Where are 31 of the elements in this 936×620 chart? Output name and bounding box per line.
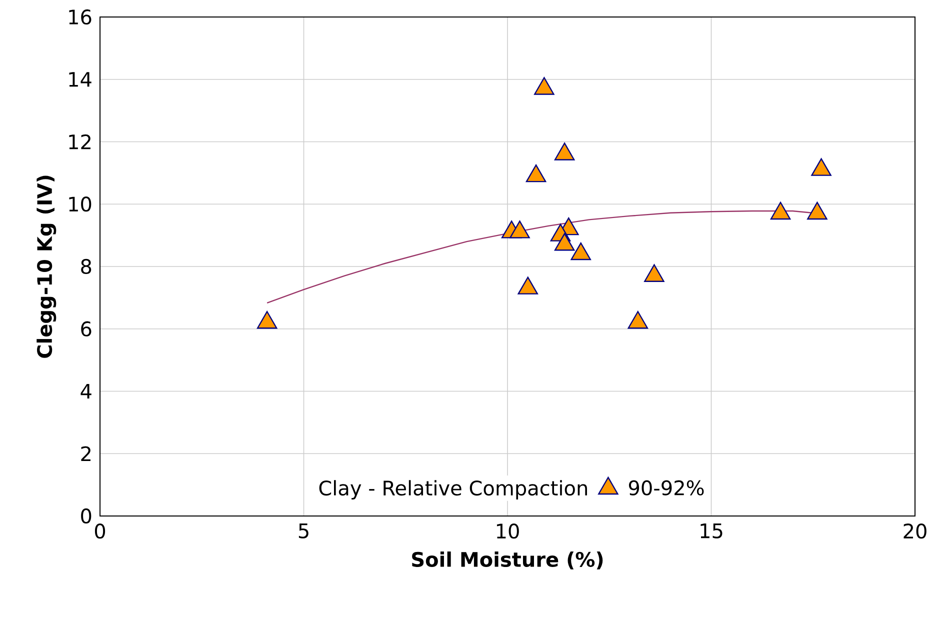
- point: [256, 311, 278, 329]
- y-tick-label: 16: [69, 9, 92, 25]
- point: [510, 220, 530, 238]
- x-tick-label: 20: [904, 524, 926, 539]
- point: [770, 202, 791, 220]
- point: [526, 164, 546, 182]
- point: [644, 264, 664, 282]
- x-tick-label: 15: [700, 524, 722, 538]
- y-tick-label: 12: [69, 134, 90, 150]
- point: [811, 158, 832, 176]
- point: [518, 276, 538, 294]
- y-tick-label: 4: [80, 384, 92, 399]
- point: [807, 202, 828, 220]
- legend-title: Clay - Relative Compaction: [319, 480, 587, 500]
- y-tick-label: 8: [81, 258, 92, 274]
- x-axis-title: Soil Moisture (%): [412, 552, 603, 570]
- y-tick-label: 2: [81, 446, 90, 462]
- x-tick-label: 10: [496, 524, 519, 539]
- point: [534, 77, 554, 95]
- y-tick-label: 10: [69, 196, 92, 212]
- y-axis-title: Clegg-10 Kg (IV): [36, 176, 56, 358]
- x-tick-label: 5: [298, 524, 308, 538]
- y-tick-label: 6: [81, 321, 92, 336]
- point: [554, 233, 575, 251]
- point: [570, 242, 591, 260]
- y-tick-label: 14: [69, 72, 92, 87]
- y-tick-label: 0: [81, 508, 92, 524]
- point: [628, 311, 648, 329]
- legend-label: 90-92%: [628, 480, 704, 496]
- point: [554, 142, 575, 160]
- x-tick-label: 0: [94, 524, 106, 539]
